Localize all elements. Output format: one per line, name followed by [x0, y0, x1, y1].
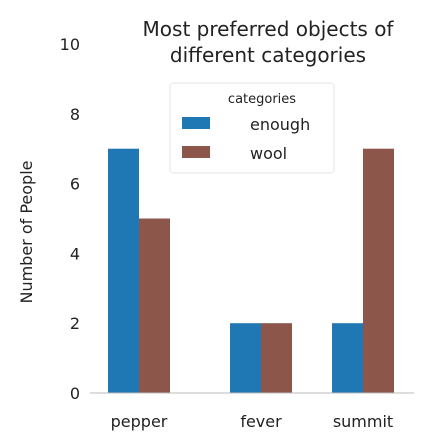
- bars: [108, 149, 394, 393]
- y-tick-label: 10: [60, 35, 80, 54]
- bar-fever-wool: [261, 323, 292, 393]
- y-tick-label: 4: [70, 244, 80, 263]
- legend: categories enough wool: [170, 83, 334, 173]
- bar-summit-wool: [363, 149, 394, 393]
- legend-title: categories: [228, 92, 296, 107]
- legend-label-enough: enough: [250, 115, 310, 134]
- y-tick-label: 6: [70, 175, 80, 194]
- bar-pepper-wool: [139, 219, 170, 394]
- y-tick-label: 0: [70, 384, 80, 403]
- legend-swatch-enough: [182, 117, 210, 129]
- bar-summit-enough: [332, 323, 363, 393]
- y-axis-label: Number of People: [17, 160, 36, 303]
- y-tick-label: 2: [70, 314, 80, 333]
- y-axis-ticks: 0 2 4 6 8 10: [60, 35, 80, 403]
- chart-title-line-1: Most preferred objects of: [143, 17, 395, 41]
- x-axis-ticks: pepper fever summit: [111, 412, 394, 431]
- chart-title-line-2: different categories: [170, 43, 366, 67]
- chart-title: Most preferred objects of different cate…: [143, 17, 395, 67]
- y-tick-label: 8: [70, 105, 80, 124]
- x-tick-label-summit: summit: [333, 412, 393, 431]
- legend-swatch-wool: [182, 146, 210, 158]
- bar-fever-enough: [230, 323, 261, 393]
- x-tick-label-pepper: pepper: [111, 412, 168, 431]
- bar-pepper-enough: [108, 149, 139, 393]
- legend-label-wool: wool: [250, 144, 287, 163]
- x-tick-label-fever: fever: [240, 412, 282, 431]
